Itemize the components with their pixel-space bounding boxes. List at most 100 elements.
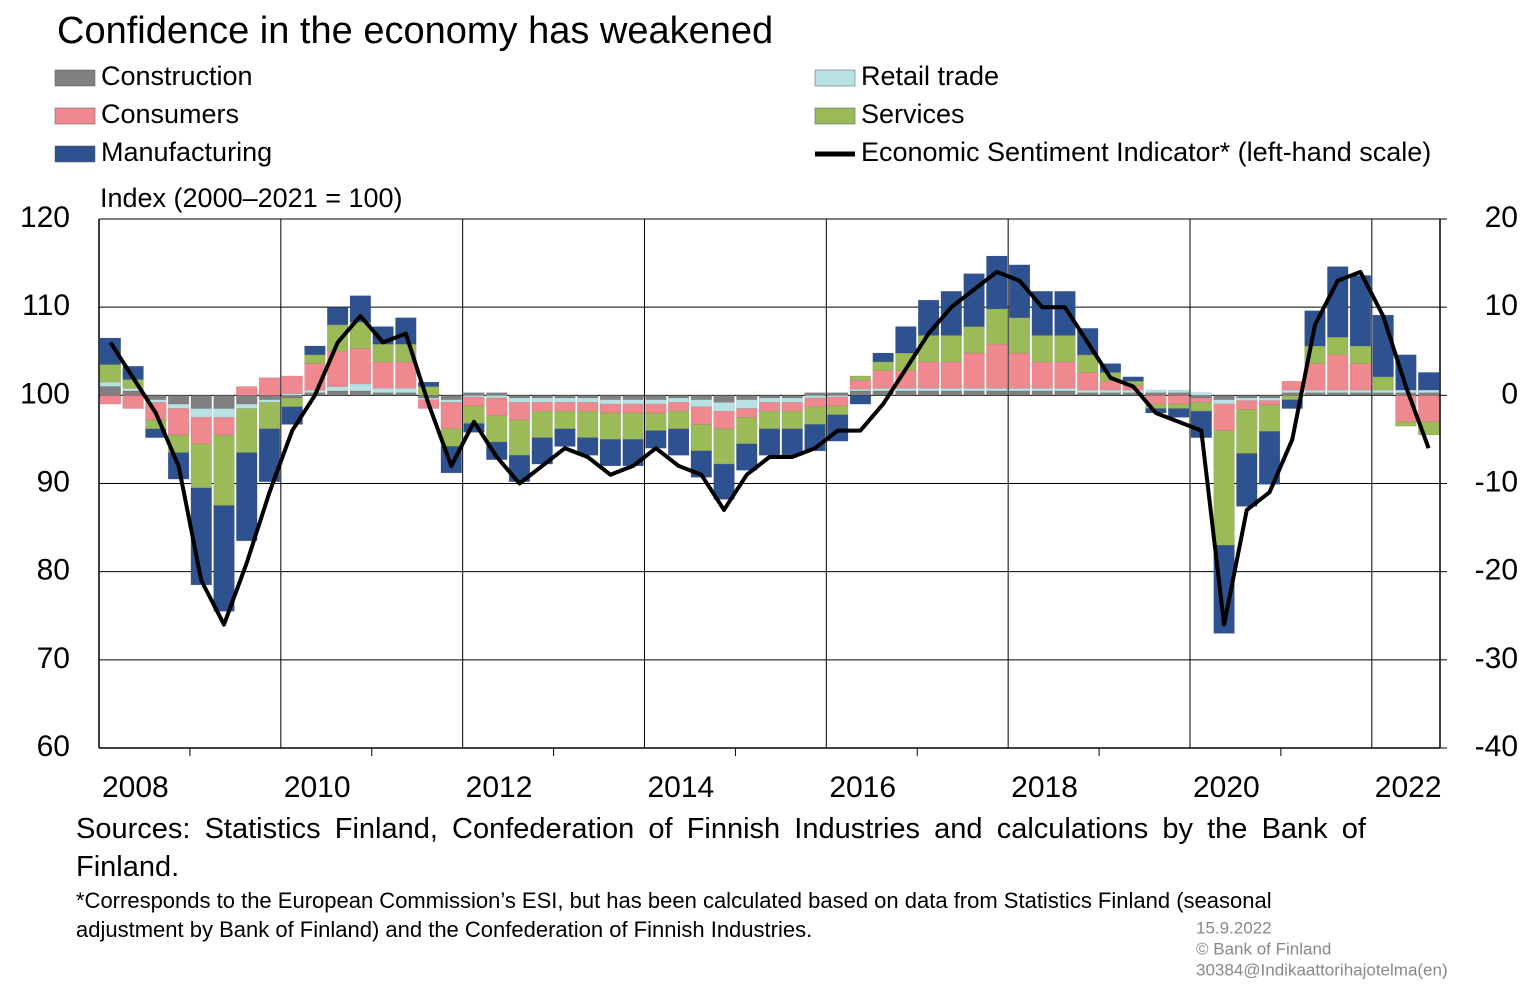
bar bbox=[372, 388, 394, 393]
legend-swatch bbox=[54, 107, 96, 125]
legend-label: Services bbox=[861, 99, 965, 129]
bar bbox=[349, 295, 371, 323]
bar bbox=[281, 393, 303, 396]
bar bbox=[804, 392, 826, 396]
bar bbox=[849, 375, 872, 381]
bar bbox=[1031, 361, 1053, 389]
bar bbox=[1327, 354, 1349, 391]
bar bbox=[758, 402, 781, 412]
bar bbox=[577, 402, 599, 412]
bar bbox=[531, 402, 553, 412]
bar bbox=[236, 452, 258, 542]
bar bbox=[1054, 335, 1076, 363]
y2-tick-label: -30 bbox=[1475, 642, 1518, 675]
sources-box: Sources: Statistics Finland, Confederati… bbox=[76, 813, 1366, 883]
bar bbox=[1077, 354, 1099, 373]
bar bbox=[1099, 389, 1122, 393]
bar bbox=[531, 395, 553, 399]
bar bbox=[986, 390, 1008, 396]
bar bbox=[872, 361, 894, 371]
legend-swatch bbox=[54, 69, 96, 87]
legend-swatch bbox=[814, 107, 856, 125]
bar bbox=[395, 388, 417, 393]
x-tick-label: 2012 bbox=[466, 771, 533, 804]
bar bbox=[1258, 431, 1281, 485]
bar bbox=[599, 395, 622, 400]
bar bbox=[1054, 291, 1076, 336]
bar bbox=[1372, 392, 1394, 396]
x-tick-label: 2008 bbox=[102, 771, 169, 804]
bar bbox=[508, 419, 531, 456]
bar bbox=[327, 386, 349, 392]
bar bbox=[213, 417, 235, 436]
bar bbox=[1327, 389, 1349, 393]
bar bbox=[1349, 392, 1372, 396]
bar bbox=[486, 415, 508, 443]
bar bbox=[895, 326, 917, 354]
bar bbox=[327, 390, 349, 396]
y-tick-label: 110 bbox=[22, 289, 70, 322]
bar bbox=[1077, 389, 1099, 393]
bar bbox=[690, 399, 712, 408]
bar bbox=[372, 392, 394, 396]
bar bbox=[736, 443, 758, 471]
bar bbox=[1236, 395, 1258, 399]
bar bbox=[1168, 395, 1190, 405]
bar bbox=[167, 403, 190, 409]
legend-swatch bbox=[54, 145, 96, 163]
bar bbox=[758, 428, 781, 456]
bar bbox=[736, 399, 758, 409]
bar bbox=[1168, 392, 1190, 396]
bar bbox=[963, 390, 985, 396]
bar bbox=[395, 317, 417, 345]
bar bbox=[645, 412, 667, 431]
legend-label: Construction bbox=[101, 61, 253, 91]
bar bbox=[872, 352, 894, 363]
legend-swatch bbox=[814, 69, 856, 87]
bar bbox=[213, 408, 235, 418]
bar bbox=[99, 381, 121, 387]
bar bbox=[1190, 402, 1212, 412]
bar bbox=[1213, 399, 1235, 405]
bar bbox=[554, 402, 576, 412]
bar bbox=[645, 403, 667, 414]
bar bbox=[395, 361, 417, 389]
bar bbox=[940, 335, 962, 363]
bar bbox=[713, 428, 735, 465]
axis-label: Index (2000–2021 = 100) bbox=[100, 183, 403, 213]
bar bbox=[554, 428, 576, 447]
bar bbox=[1213, 395, 1235, 400]
bar bbox=[917, 388, 940, 392]
bar bbox=[1008, 352, 1031, 389]
bar bbox=[1077, 372, 1099, 391]
x-tick-label: 2020 bbox=[1193, 771, 1260, 804]
bar bbox=[622, 412, 644, 440]
bar bbox=[667, 410, 690, 430]
bar bbox=[508, 395, 531, 399]
bar bbox=[372, 343, 394, 363]
bar bbox=[99, 386, 121, 396]
y2-tick-label: -20 bbox=[1475, 554, 1518, 587]
bar bbox=[1190, 397, 1212, 403]
bar bbox=[281, 395, 303, 399]
bar bbox=[349, 390, 371, 396]
bar bbox=[713, 395, 735, 403]
x-tick-label: 2022 bbox=[1375, 771, 1442, 804]
bar bbox=[1258, 397, 1281, 401]
bar bbox=[690, 406, 712, 425]
bar bbox=[1190, 392, 1212, 396]
bar bbox=[1418, 372, 1440, 391]
y-tick-label: 120 bbox=[20, 201, 70, 234]
y-tick-label: 70 bbox=[37, 642, 70, 675]
bar bbox=[986, 388, 1008, 392]
bar bbox=[1236, 409, 1258, 454]
bar bbox=[917, 335, 940, 363]
bar bbox=[577, 395, 599, 399]
bar bbox=[554, 395, 576, 399]
bar bbox=[895, 390, 917, 396]
bar bbox=[1349, 345, 1372, 364]
bar bbox=[258, 399, 281, 403]
bar bbox=[1054, 390, 1076, 396]
bar bbox=[758, 397, 781, 403]
